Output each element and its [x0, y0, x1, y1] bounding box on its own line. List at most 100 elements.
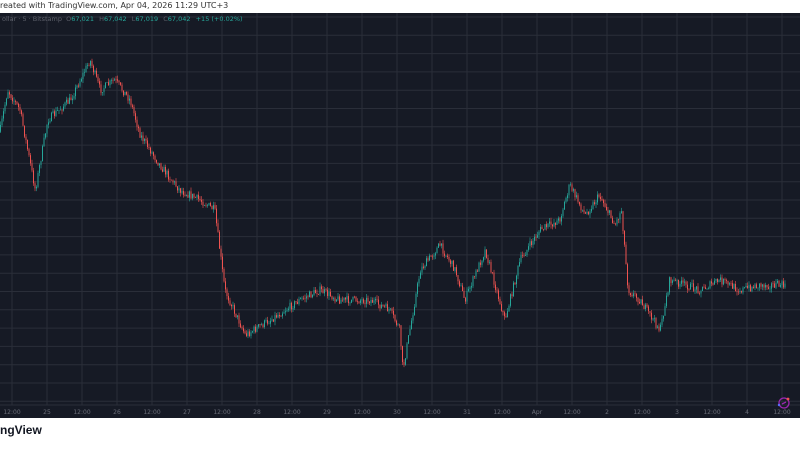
candle: [235, 313, 237, 319]
candle: [259, 323, 261, 328]
candle: [472, 275, 474, 289]
candle-body: [445, 255, 447, 257]
candle: [565, 196, 567, 204]
candle: [567, 193, 568, 202]
candle: [375, 296, 376, 305]
candle: [505, 313, 507, 318]
candle: [108, 78, 109, 86]
candle: [261, 322, 262, 326]
candle: [543, 228, 544, 232]
candle: [310, 291, 312, 299]
candle-body: [13, 100, 15, 102]
candle-body: [567, 195, 568, 199]
candle-body: [220, 248, 222, 257]
candle-body: [253, 326, 255, 332]
candle-body: [448, 256, 450, 261]
price-chart[interactable]: 12:00 25 12:00 26 12:00 27 12:00 28 12:00 29 12:00…: [0, 13, 800, 418]
candle: [325, 288, 327, 292]
candle: [658, 323, 660, 333]
candle-body: [565, 198, 567, 202]
candle: [322, 285, 324, 294]
candle-body: [154, 155, 156, 160]
candle: [688, 288, 690, 292]
candle: [552, 223, 553, 230]
candle: [318, 293, 319, 295]
candle-body: [532, 240, 534, 245]
export-caption: reated with TradingView.com, Apr 04, 202…: [0, 1, 229, 10]
chart-pane[interactable]: 12:00 25 12:00 26 12:00 27 12:00 28 12:00 29 12:00…: [0, 13, 800, 418]
candle: [298, 296, 300, 306]
candle: [57, 106, 58, 112]
candle-body: [276, 315, 277, 318]
candle: [636, 292, 637, 302]
candle: [70, 94, 72, 101]
candle: [748, 281, 750, 292]
candle: [594, 199, 595, 206]
candle: [583, 205, 585, 215]
candle-body: [339, 296, 340, 304]
candle: [31, 159, 33, 173]
candle: [13, 97, 15, 105]
candle-body: [559, 218, 561, 222]
candle-body: [312, 295, 313, 298]
grid: [0, 13, 800, 405]
candle: [598, 193, 600, 199]
candle-body: [634, 293, 636, 295]
candle-body: [447, 255, 448, 257]
time-tick-label: Apr: [532, 409, 543, 416]
candle-body: [625, 244, 627, 265]
candle-body: [502, 310, 504, 313]
candle: [234, 303, 235, 317]
candle: [690, 282, 691, 290]
candle: [381, 301, 382, 309]
candle: [102, 91, 103, 96]
candle-body: [748, 285, 750, 288]
candle: [390, 308, 391, 311]
candle: [733, 283, 735, 290]
candle: [169, 176, 171, 183]
candle: [238, 312, 240, 327]
candle: [628, 282, 630, 296]
candle: [181, 187, 183, 195]
candle-body: [715, 278, 717, 281]
candle: [9, 90, 10, 99]
candle: [637, 297, 639, 306]
candle: [190, 187, 192, 200]
candle-body: [673, 279, 675, 281]
candle-body: [111, 80, 112, 81]
candle-body: [193, 193, 195, 198]
candle-body: [375, 299, 376, 301]
candle-body: [73, 96, 75, 99]
candle: [433, 252, 435, 260]
candle: [475, 268, 477, 279]
candle-body: [30, 155, 31, 164]
candle: [547, 223, 549, 229]
candle-body: [492, 272, 493, 274]
candle-body: [415, 293, 417, 307]
close-label: C: [163, 15, 168, 23]
candle-body: [265, 320, 267, 321]
candle-body: [294, 301, 295, 309]
time-tick-label: 3: [675, 409, 679, 416]
candle-body: [486, 249, 487, 259]
candle: [127, 91, 129, 104]
candle: [618, 218, 619, 224]
candle-body: [307, 296, 309, 298]
candle-body: [765, 284, 766, 288]
candle-body: [729, 283, 730, 285]
candle: [715, 278, 717, 284]
candle: [126, 91, 127, 96]
candle-body: [483, 257, 484, 261]
candle: [289, 299, 291, 312]
candle-body: [511, 294, 513, 297]
candle: [421, 262, 423, 276]
candle: [754, 282, 756, 291]
candle: [655, 317, 657, 330]
candle: [117, 75, 118, 83]
candle: [192, 193, 193, 201]
low-value: 67,019: [135, 15, 159, 23]
candle-body: [655, 317, 657, 328]
candle-body: [88, 65, 90, 66]
candle-body: [738, 291, 739, 293]
candle: [615, 222, 616, 226]
